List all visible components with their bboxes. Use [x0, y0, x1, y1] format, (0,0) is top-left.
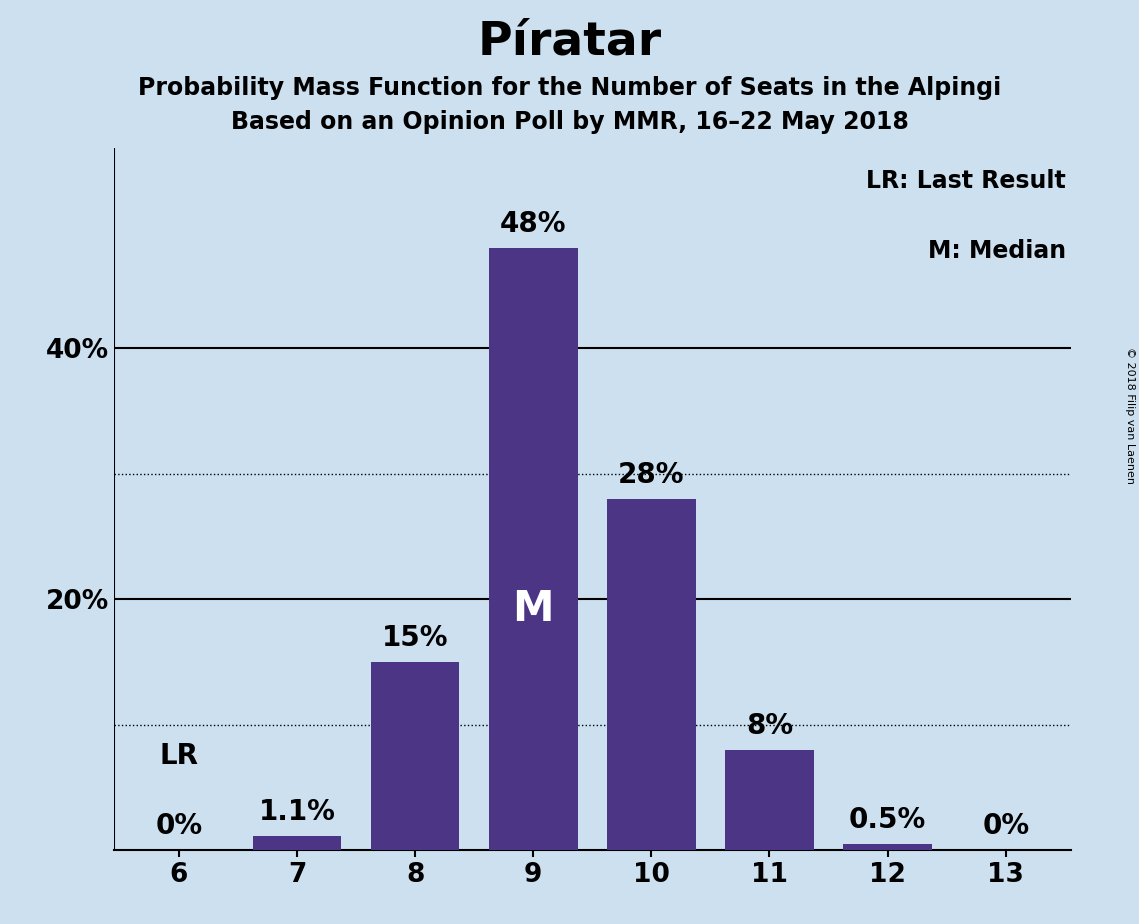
Text: 15%: 15%: [382, 624, 449, 652]
Text: 28%: 28%: [618, 461, 685, 489]
Text: M: M: [513, 589, 554, 630]
Text: 1.1%: 1.1%: [259, 798, 335, 826]
Text: 8%: 8%: [746, 711, 793, 740]
Bar: [253, 836, 342, 850]
Text: Píratar: Píratar: [477, 19, 662, 64]
Text: LR: Last Result: LR: Last Result: [866, 169, 1066, 193]
Text: LR: LR: [159, 742, 198, 770]
Text: © 2018 Filip van Laenen: © 2018 Filip van Laenen: [1125, 347, 1134, 484]
Text: Probability Mass Function for the Number of Seats in the Alpingi: Probability Mass Function for the Number…: [138, 76, 1001, 100]
Bar: [843, 844, 932, 850]
Text: 0%: 0%: [155, 812, 203, 840]
Text: 0.5%: 0.5%: [849, 806, 926, 833]
Bar: [371, 662, 459, 850]
Bar: [489, 249, 577, 850]
Bar: [607, 499, 696, 850]
Text: M: Median: M: Median: [928, 239, 1066, 263]
Text: 48%: 48%: [500, 210, 566, 238]
Text: 0%: 0%: [982, 812, 1030, 840]
Bar: [726, 749, 813, 850]
Text: Based on an Opinion Poll by MMR, 16–22 May 2018: Based on an Opinion Poll by MMR, 16–22 M…: [230, 110, 909, 134]
